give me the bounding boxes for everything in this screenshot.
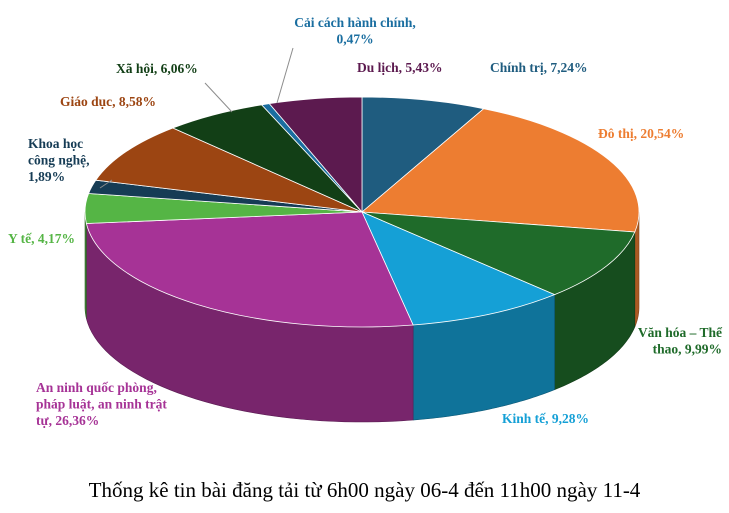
slice-label-0: Chính trị, 7,24%: [490, 60, 588, 75]
pie-slice-10: [268, 96, 363, 214]
slice-label-9: Cải cách hành chính, 0,47%: [294, 15, 416, 47]
slice-label-line: An ninh quốc phòng,: [36, 380, 157, 395]
slice-label-2: Văn hóa – Thể thao, 9,99%: [638, 325, 723, 357]
slice-label-line: Đô thị, 20,54%: [598, 126, 684, 141]
slice-label-4: An ninh quốc phòng, pháp luật, an ninh tr…: [36, 380, 167, 428]
slice-label-line: Văn hóa – Thể: [638, 325, 723, 340]
pie-slice-0: [361, 96, 485, 213]
slice-label-5: Y tế, 4,17%: [8, 231, 75, 246]
slice-label-line: 0,47%: [336, 32, 373, 47]
pie-slice-2: [361, 211, 636, 296]
slice-label-line: 1,89%: [28, 169, 65, 184]
pie-slice-1: [360, 108, 640, 233]
pie-slice-4: [85, 211, 414, 328]
pie-side-5: [84, 212, 87, 319]
pie-slice-3: [361, 211, 556, 326]
leader-line: [204, 82, 233, 113]
slice-label-line: Chính trị, 7,24%: [490, 60, 588, 75]
slice-label-3: Kinh tế, 9,28%: [502, 411, 589, 426]
slice-label-10: Du lịch, 5,43%: [357, 60, 443, 75]
slice-label-line: Cải cách hành chính,: [294, 15, 416, 30]
leader-line: [99, 179, 113, 189]
leader-line: [276, 47, 294, 104]
slice-label-6: Khoa học công nghệ, 1,89%: [28, 136, 90, 184]
slice-label-line: Xã hội, 6,06%: [116, 61, 198, 76]
slice-label-7: Giáo dục, 8,58%: [60, 94, 156, 109]
slice-label-line: Du lịch, 5,43%: [357, 60, 443, 75]
slice-label-line: tự, 26,36%: [36, 413, 99, 428]
slice-label-line: Y tế, 4,17%: [8, 231, 75, 246]
slice-label-8: Xã hội, 6,06%: [116, 61, 198, 76]
slice-label-line: thao, 9,99%: [653, 342, 722, 357]
pie-labels: Chính trị, 7,24% Đô thị, 20,54% Văn hóa – …: [8, 15, 723, 428]
slice-label-line: công nghệ,: [28, 153, 90, 168]
slice-label-line: pháp luật, an ninh trật: [36, 397, 167, 412]
slice-label-line: Khoa học: [28, 136, 83, 151]
pie-top-faces: [84, 96, 640, 328]
pie-side-walls: [84, 212, 640, 423]
slice-label-line: Giáo dục, 8,58%: [60, 94, 156, 109]
slice-label-line: Kinh tế, 9,28%: [502, 411, 589, 426]
pie-slice-7: [95, 127, 363, 213]
chart-caption: Thống kê tin bài đăng tải từ 6h00 ngày 0…: [88, 478, 641, 502]
slice-label-1: Đô thị, 20,54%: [598, 126, 684, 141]
